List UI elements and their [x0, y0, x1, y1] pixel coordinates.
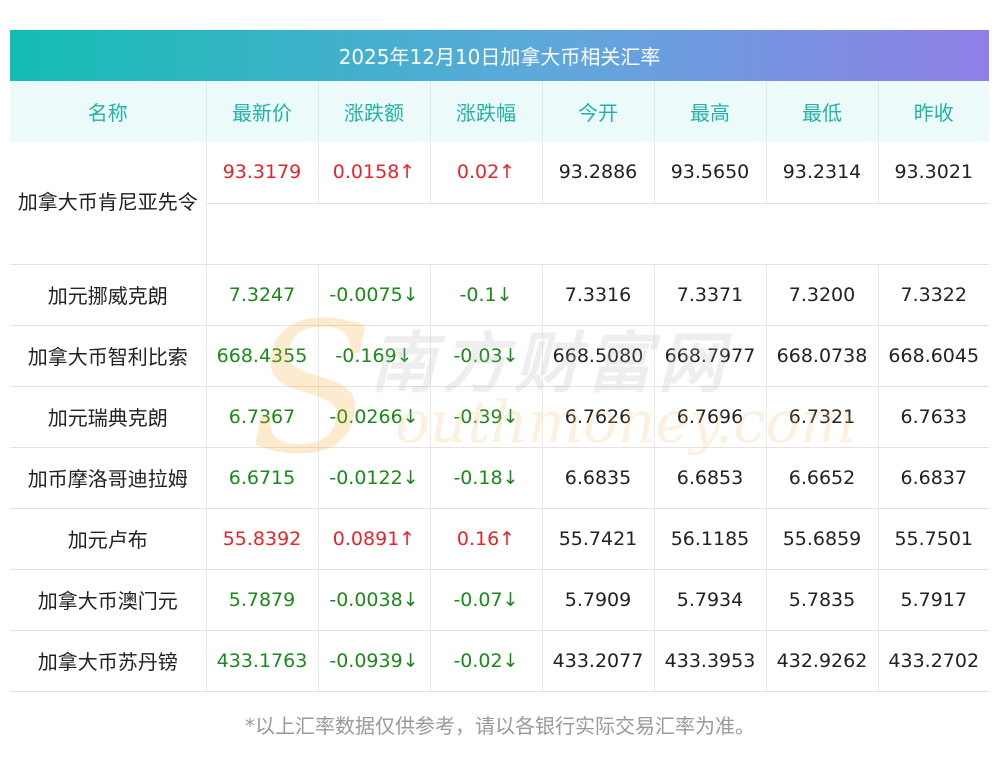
change-pct: -0.02↓	[430, 630, 543, 692]
rate-table-container: 2025年12月10日加拿大币相关汇率 名称 最新价 涨跌额 涨跌幅 今开 最高…	[10, 30, 989, 692]
change-amount: 0.0891↑	[318, 508, 431, 570]
table-row: 加币摩洛哥迪拉姆 6.6715 -0.0122↓ -0.18↓ 6.6835 6…	[10, 447, 989, 509]
change-amount: -0.169↓	[318, 325, 431, 387]
low-price: 5.7835	[766, 569, 879, 631]
open-price: 55.7421	[542, 508, 655, 570]
header-prev: 昨收	[878, 81, 989, 142]
high-price: 668.7977	[654, 325, 767, 387]
high-price: 93.5650	[654, 142, 767, 204]
low-price: 6.7321	[766, 386, 879, 448]
prev-close: 55.7501	[878, 508, 989, 570]
currency-name: 加元卢布	[10, 508, 207, 570]
high-price: 433.3953	[654, 630, 767, 692]
latest-price: 6.7367	[206, 386, 319, 448]
change-amount: -0.0038↓	[318, 569, 431, 631]
change-amount: -0.0075↓	[318, 264, 431, 326]
high-price: 6.6853	[654, 447, 767, 509]
header-pct: 涨跌幅	[430, 81, 543, 142]
low-price: 6.6652	[766, 447, 879, 509]
change-pct: 0.02↑	[430, 142, 543, 204]
header-latest: 最新价	[206, 81, 319, 142]
open-price: 433.2077	[542, 630, 655, 692]
open-price: 93.2886	[542, 142, 655, 204]
change-pct: -0.1↓	[430, 264, 543, 326]
open-price: 6.7626	[542, 386, 655, 448]
low-price: 432.9262	[766, 630, 879, 692]
header-name: 名称	[10, 81, 207, 142]
change-pct: -0.07↓	[430, 569, 543, 631]
currency-name: 加拿大币智利比索	[10, 325, 207, 387]
latest-price: 6.6715	[206, 447, 319, 509]
change-amount: -0.0266↓	[318, 386, 431, 448]
high-price: 6.7696	[654, 386, 767, 448]
table-row: 加元卢布 55.8392 0.0891↑ 0.16↑ 55.7421 56.11…	[10, 508, 989, 570]
low-price: 668.0738	[766, 325, 879, 387]
low-price: 55.6859	[766, 508, 879, 570]
latest-price: 7.3247	[206, 264, 319, 326]
prev-close: 6.7633	[878, 386, 989, 448]
high-price: 7.3371	[654, 264, 767, 326]
prev-close: 7.3322	[878, 264, 989, 326]
header-row: 名称 最新价 涨跌额 涨跌幅 今开 最高 最低 昨收	[10, 81, 989, 142]
latest-price: 433.1763	[206, 630, 319, 692]
high-price: 56.1185	[654, 508, 767, 570]
currency-name: 加拿大币苏丹镑	[10, 630, 207, 692]
header-high: 最高	[654, 81, 767, 142]
prev-close: 668.6045	[878, 325, 989, 387]
empty-cell	[206, 203, 989, 265]
latest-price: 93.3179	[206, 142, 319, 204]
high-price: 5.7934	[654, 569, 767, 631]
table-row-overflow	[10, 203, 989, 265]
disclaimer-note: *以上汇率数据仅供参考，请以各银行实际交易汇率为准。	[245, 714, 755, 738]
table-row: 加元瑞典克朗 6.7367 -0.0266↓ -0.39↓ 6.7626 6.7…	[10, 386, 989, 448]
change-pct: -0.03↓	[430, 325, 543, 387]
change-amount: 0.0158↑	[318, 142, 431, 204]
table-title: 2025年12月10日加拿大币相关汇率	[10, 30, 989, 81]
change-pct: 0.16↑	[430, 508, 543, 570]
change-pct: -0.18↓	[430, 447, 543, 509]
prev-close: 433.2702	[878, 630, 989, 692]
open-price: 668.5080	[542, 325, 655, 387]
open-price: 6.6835	[542, 447, 655, 509]
prev-close: 6.6837	[878, 447, 989, 509]
currency-name: 加元瑞典克朗	[10, 386, 207, 448]
prev-close: 93.3021	[878, 142, 989, 204]
change-pct: -0.39↓	[430, 386, 543, 448]
latest-price: 55.8392	[206, 508, 319, 570]
table-row: 加元挪威克朗 7.3247 -0.0075↓ -0.1↓ 7.3316 7.33…	[10, 264, 989, 326]
header-low: 最低	[766, 81, 879, 142]
change-amount: -0.0122↓	[318, 447, 431, 509]
latest-price: 5.7879	[206, 569, 319, 631]
low-price: 7.3200	[766, 264, 879, 326]
exchange-rate-table: 名称 最新价 涨跌额 涨跌幅 今开 最高 最低 昨收 加拿大币肯尼亚先令 93.…	[10, 81, 989, 692]
table-row: 加拿大币智利比索 668.4355 -0.169↓ -0.03↓ 668.508…	[10, 325, 989, 387]
open-price: 7.3316	[542, 264, 655, 326]
header-open: 今开	[542, 81, 655, 142]
table-row: 加拿大币澳门元 5.7879 -0.0038↓ -0.07↓ 5.7909 5.…	[10, 569, 989, 631]
currency-name: 加币摩洛哥迪拉姆	[10, 447, 207, 509]
open-price: 5.7909	[542, 569, 655, 631]
table-row: 加拿大币肯尼亚先令 93.3179 0.0158↑ 0.02↑ 93.2886 …	[10, 142, 989, 265]
currency-name: 加拿大币肯尼亚先令	[10, 142, 207, 265]
change-amount: -0.0939↓	[318, 630, 431, 692]
currency-name: 加拿大币澳门元	[10, 569, 207, 631]
currency-name: 加元挪威克朗	[10, 264, 207, 326]
prev-close: 5.7917	[878, 569, 989, 631]
header-change: 涨跌额	[318, 81, 431, 142]
low-price: 93.2314	[766, 142, 879, 204]
latest-price: 668.4355	[206, 325, 319, 387]
table-row: 加拿大币苏丹镑 433.1763 -0.0939↓ -0.02↓ 433.207…	[10, 630, 989, 692]
